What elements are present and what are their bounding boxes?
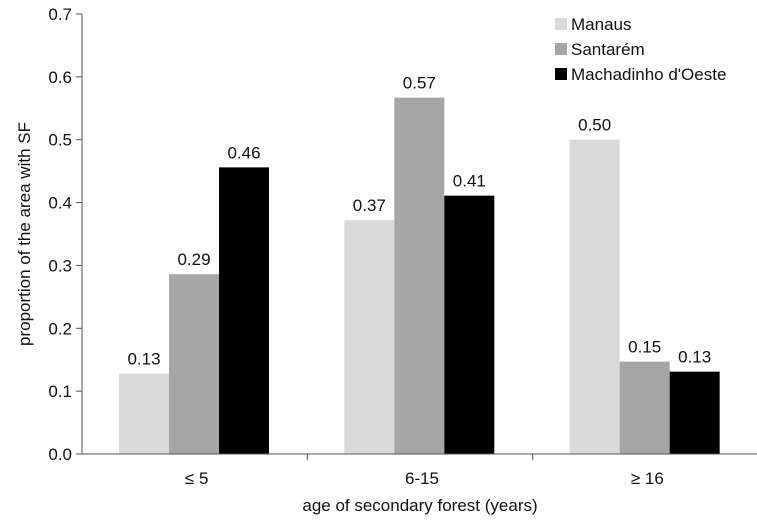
x-tick-label-2: ≥ 16 bbox=[631, 469, 664, 488]
legend-swatch-0 bbox=[555, 18, 567, 30]
data-label-2-0: 0.46 bbox=[227, 143, 260, 162]
axes-layer: 0.0 0.1 0.2 0.3 0.4 0.5 0.6 0.7 ≤ 5 6-15 ≥ 16 bbox=[48, 5, 757, 488]
bar-0-1 bbox=[344, 220, 395, 454]
legend-swatch-2 bbox=[555, 68, 567, 80]
bars-layer bbox=[119, 97, 720, 454]
data-labels-layer: 0.13 0.37 0.50 0.29 0.57 0.15 0.46 0.41 0.13 bbox=[127, 74, 711, 369]
y-tick-label-7: 0.7 bbox=[48, 5, 72, 24]
y-tick-label-1: 0.1 bbox=[48, 382, 72, 401]
data-label-1-2: 0.15 bbox=[628, 338, 661, 357]
data-label-2-1: 0.41 bbox=[453, 172, 486, 191]
bar-0-2 bbox=[569, 139, 620, 454]
x-axis-title: age of secondary forest (years) bbox=[302, 496, 537, 515]
data-label-0-2: 0.50 bbox=[578, 116, 611, 135]
bar-2-2 bbox=[669, 371, 720, 454]
y-tick-label-6: 0.6 bbox=[48, 68, 72, 87]
bar-2-0 bbox=[219, 167, 269, 454]
x-tick-label-1: 6-15 bbox=[405, 469, 439, 488]
data-label-1-0: 0.29 bbox=[177, 250, 210, 269]
bar-1-2 bbox=[619, 361, 670, 454]
legend-label-1: Santarém bbox=[571, 40, 645, 59]
y-tick-label-0: 0.0 bbox=[48, 445, 72, 464]
data-label-1-1: 0.57 bbox=[403, 74, 436, 93]
x-tick-label-0: ≤ 5 bbox=[185, 469, 209, 488]
legend-label-0: Manaus bbox=[571, 15, 631, 34]
y-axis-title: proportion of the area with SF bbox=[15, 122, 34, 346]
bar-1-1 bbox=[394, 97, 445, 454]
legend: Manaus Santarém Machadinho d'Oeste bbox=[555, 15, 726, 84]
y-tick-label-5: 0.5 bbox=[48, 131, 72, 150]
data-label-2-2: 0.13 bbox=[678, 348, 711, 367]
legend-swatch-1 bbox=[555, 43, 567, 55]
y-tick-label-2: 0.2 bbox=[48, 319, 72, 338]
bar-2-1 bbox=[444, 195, 495, 454]
bar-1-0 bbox=[169, 274, 219, 454]
y-tick-label-3: 0.3 bbox=[48, 256, 72, 275]
legend-label-2: Machadinho d'Oeste bbox=[571, 65, 726, 84]
data-label-0-0: 0.13 bbox=[127, 350, 160, 369]
y-tick-label-4: 0.4 bbox=[48, 194, 72, 213]
bar-0-0 bbox=[119, 373, 169, 454]
data-label-0-1: 0.37 bbox=[353, 196, 386, 215]
